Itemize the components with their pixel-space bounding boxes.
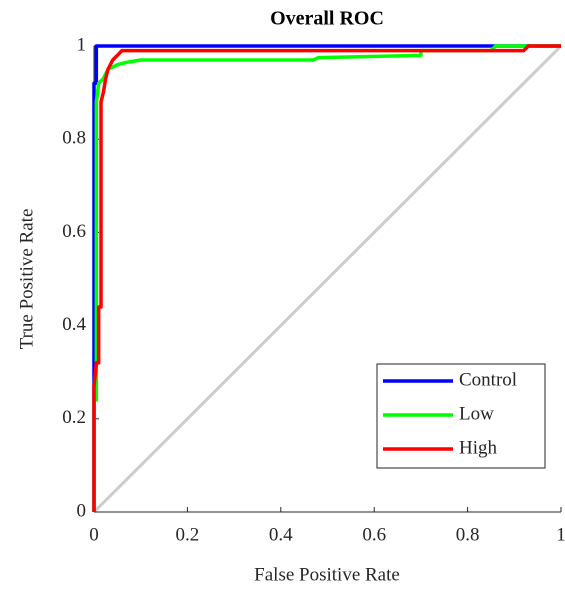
legend-label: High — [459, 437, 498, 458]
y-axis-label: True Positive Rate — [16, 209, 37, 350]
x-tick-label: 1 — [556, 524, 565, 545]
y-tick-label: 0 — [77, 500, 87, 521]
legend-label: Low — [459, 403, 494, 424]
y-tick-label: 0.6 — [62, 221, 86, 242]
legend-label: Control — [459, 369, 517, 390]
y-tick-label: 0.4 — [62, 314, 86, 335]
roc-line — [92, 44, 561, 512]
x-tick-label: 0.4 — [269, 524, 293, 545]
roc-line — [92, 44, 561, 512]
x-tick-label: 0 — [89, 524, 99, 545]
x-tick-label: 0.8 — [456, 524, 480, 545]
x-axis-label: False Positive Rate — [254, 564, 400, 585]
y-tick-label: 1 — [77, 34, 87, 55]
y-tick-label: 0.8 — [62, 128, 86, 149]
chart-title: Overall ROC — [270, 8, 384, 30]
y-tick-label: 0.2 — [62, 407, 86, 428]
x-tick-label: 0.6 — [362, 524, 386, 545]
chance-line — [92, 44, 563, 514]
x-tick-label: 0.2 — [176, 524, 200, 545]
